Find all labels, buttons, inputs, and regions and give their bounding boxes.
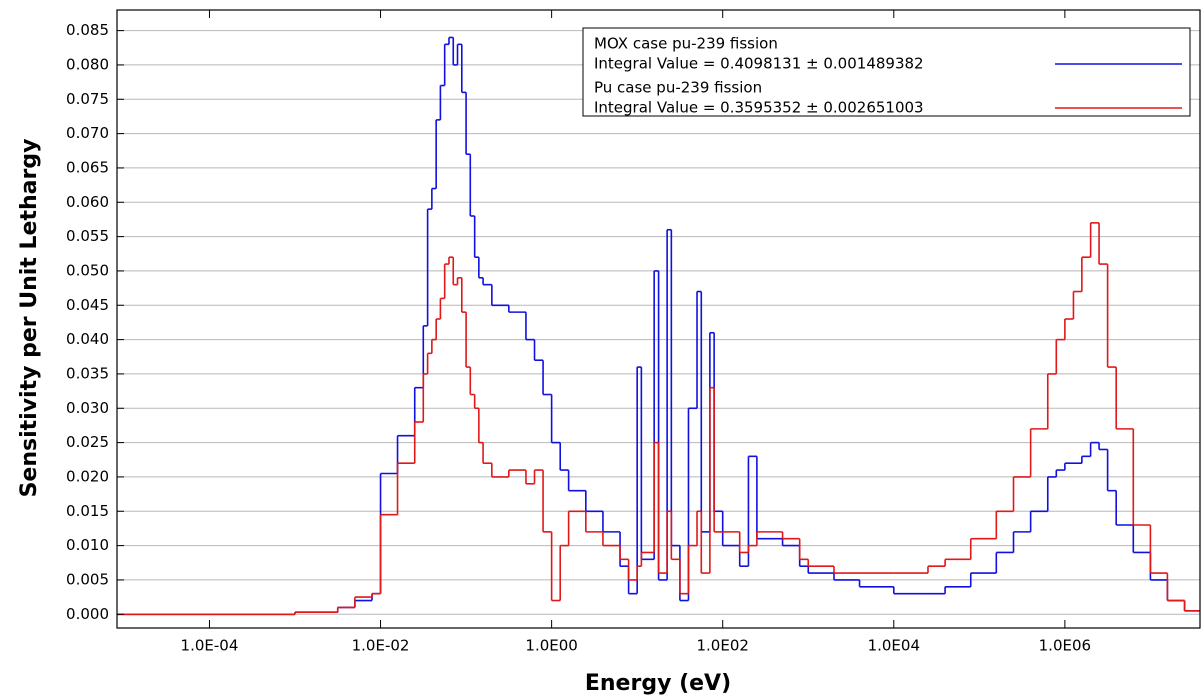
y-tick-label: 0.045 <box>66 296 109 314</box>
x-tick-label: 1.0E-04 <box>181 637 239 655</box>
step-riser <box>294 222 1186 615</box>
x-tick-label: 1.0E06 <box>1039 637 1091 655</box>
legend-integral: Integral Value = 0.4098131 ± 0.001489382 <box>594 55 924 73</box>
y-tick-label: 0.005 <box>66 570 109 588</box>
y-tick-label: 0.050 <box>66 261 109 279</box>
y-tick-label: 0.025 <box>66 433 109 451</box>
legend-box <box>582 27 1191 117</box>
axes: 0.000 0.005 0.010 0.015 0.020 0.025 0.030 0.035… <box>66 10 1091 655</box>
y-axis-title: Sensitivity per Unit Lethargy <box>17 139 42 498</box>
plot-frame <box>116 9 1201 629</box>
legend-label: MOX case pu-239 fission <box>594 35 778 53</box>
y-tick-label: 0.010 <box>66 536 109 554</box>
y-tick-label: 0.070 <box>66 124 109 142</box>
y-tick-label: 0.030 <box>66 399 109 417</box>
y-tick-label: 0.080 <box>66 55 109 73</box>
y-tick-label: 0.060 <box>66 193 109 211</box>
x-axis-title: Energy (eV) <box>585 671 731 696</box>
y-tick-label: 0.055 <box>66 227 109 245</box>
y-tick-label: 0.075 <box>66 90 109 108</box>
y-tick-label: 0.000 <box>66 605 109 623</box>
legend-integral: Integral Value = 0.3595352 ± 0.002651003 <box>594 99 924 117</box>
legend: MOX case pu-239 fission Integral Value =… <box>594 35 1182 117</box>
y-tick-label: 0.020 <box>66 467 109 485</box>
x-tick-label: 1.0E04 <box>868 637 920 655</box>
y-tick-label: 0.040 <box>66 330 109 348</box>
x-tick-label: 1.0E02 <box>696 637 748 655</box>
plot <box>117 36 1200 616</box>
y-tick-label: 0.085 <box>66 21 109 39</box>
x-tick-label: 1.0E00 <box>525 637 577 655</box>
y-tick-label: 0.035 <box>66 364 109 382</box>
y-tick-label: 0.015 <box>66 502 109 520</box>
legend-label: Pu case pu-239 fission <box>594 79 762 97</box>
y-tick-label: 0.065 <box>66 158 109 176</box>
x-tick-label: 1.0E-02 <box>352 637 410 655</box>
